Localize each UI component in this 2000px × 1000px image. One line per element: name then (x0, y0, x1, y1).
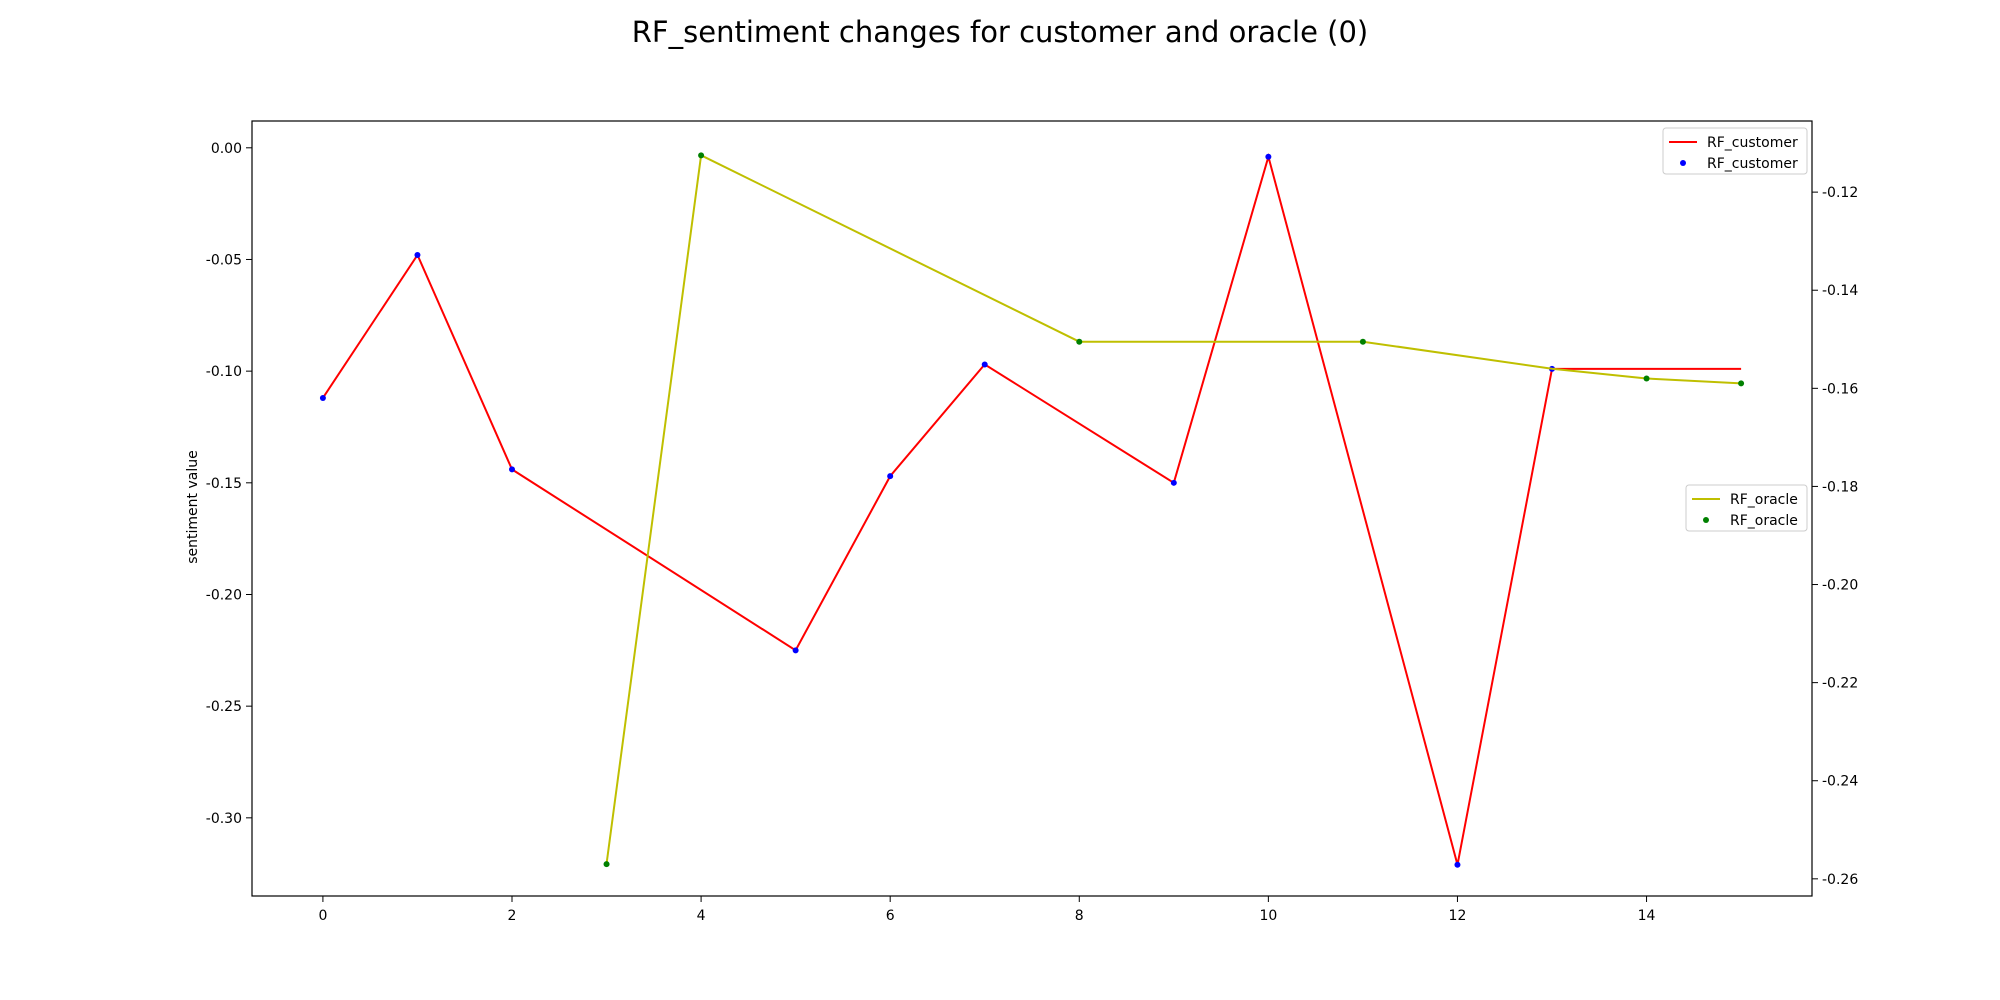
data-point-rf-customer (319, 394, 326, 401)
data-point-rf-oracle (603, 861, 610, 868)
legend-box (1662, 127, 1808, 175)
data-point-rf-oracle (698, 152, 705, 159)
series-line-rf-customer (322, 152, 1742, 865)
data-point-rf-customer (981, 361, 988, 368)
chart-title: RF_sentiment changes for customer and or… (632, 15, 1368, 49)
data-point-rf-oracle (1643, 375, 1650, 382)
y-left-tick-label: -0.20 (206, 587, 242, 603)
legend-box (1685, 484, 1808, 532)
data-point-rf-customer (414, 252, 421, 259)
x-tick-label: 12 (1449, 908, 1467, 924)
x-tick-label: 14 (1638, 908, 1656, 924)
y-left-tick-label: -0.15 (206, 476, 242, 492)
x-tick-label: 8 (1075, 908, 1084, 924)
data-point-rf-customer (792, 647, 799, 654)
data-point-rf-oracle (1076, 338, 1083, 345)
y-axis-label: sentiment value (185, 450, 201, 563)
data-point-rf-customer (1265, 153, 1272, 160)
y-right-tick-label: -0.26 (1822, 872, 1858, 888)
data-point-rf-customer (1454, 861, 1461, 868)
y-right-tick-label: -0.20 (1822, 578, 1858, 594)
data-point-rf-customer (509, 466, 515, 473)
y-right-tick-label: -0.22 (1822, 676, 1858, 692)
data-point-rf-customer (1170, 479, 1177, 486)
data-point-rf-customer (887, 473, 894, 480)
y-left-tick-label: 0.00 (211, 141, 242, 157)
y-right-tick-label: -0.14 (1822, 283, 1858, 299)
x-tick-label: 4 (697, 908, 706, 924)
series-line-rf-oracle (605, 153, 1742, 865)
y-left-tick-label: -0.25 (206, 699, 242, 715)
y-left-tick-label: -0.05 (206, 252, 242, 268)
y-left-tick-label: -0.10 (206, 364, 242, 380)
data-point-rf-oracle (1738, 380, 1745, 387)
legend-marker-swatch (1680, 160, 1686, 166)
x-tick-label: 10 (1259, 908, 1277, 924)
x-tick-label: 0 (318, 908, 327, 924)
legend-marker-label: RF_oracle (1730, 513, 1798, 529)
legend-rf-oracle: RF_oracle RF_oracle (1685, 484, 1808, 532)
y-left-tick-label: -0.30 (206, 811, 242, 827)
legend-line-label: RF_customer (1707, 135, 1798, 151)
y-right-tick-label: -0.18 (1822, 479, 1858, 495)
y-right-tick-label: -0.16 (1822, 381, 1858, 397)
legend-marker-swatch (1703, 517, 1709, 523)
legend-line-label: RF_oracle (1730, 492, 1798, 508)
legend-marker-label: RF_customer (1707, 156, 1798, 172)
x-tick-label: 6 (886, 908, 895, 924)
plot-area: 0 2 4 6 8 10 12 14 0.00 -0.05 -0.10 -0.15 -0.20 -0.25… (206, 120, 1858, 924)
legend-rf-customer: RF_customer RF_customer (1662, 127, 1808, 175)
data-point-rf-oracle (1359, 338, 1366, 345)
y-right-tick-label: -0.24 (1822, 774, 1858, 790)
x-tick-label: 2 (508, 908, 517, 924)
y-right-tick-label: -0.12 (1822, 185, 1858, 201)
plot-frame (251, 120, 1813, 897)
